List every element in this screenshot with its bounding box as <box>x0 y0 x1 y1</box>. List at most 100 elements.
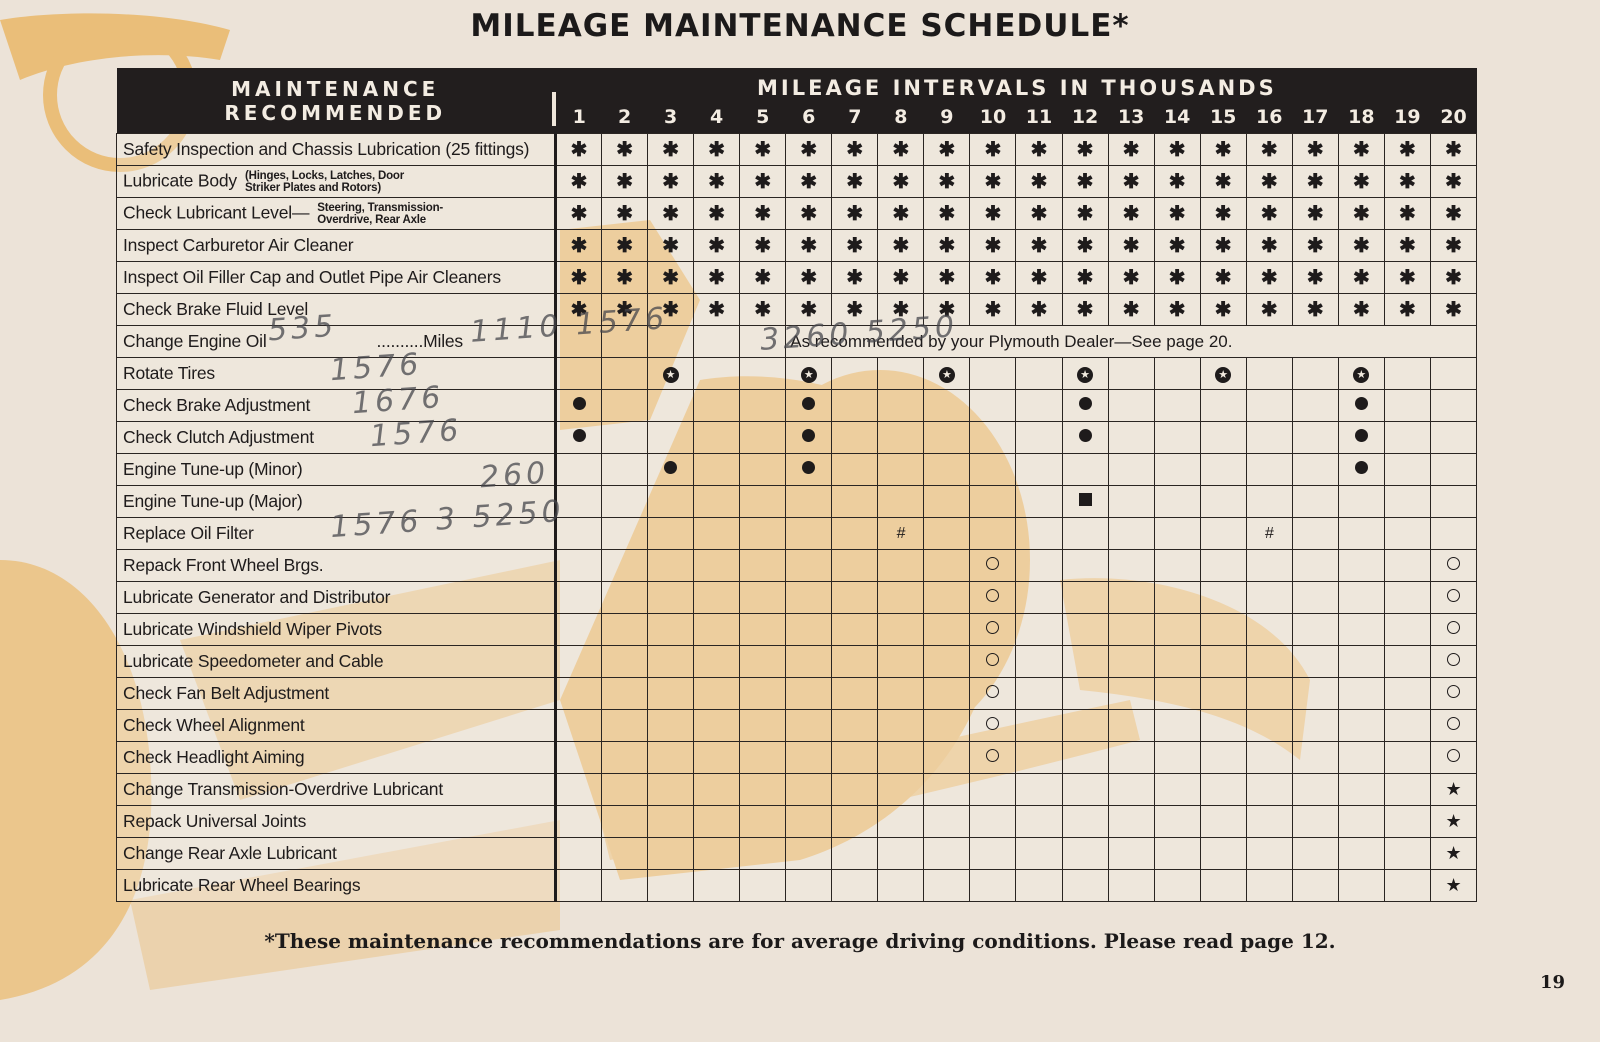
interval-cell <box>1199 837 1247 870</box>
asterisk-icon: ✱ <box>1076 267 1094 289</box>
interval-cell <box>1383 677 1431 710</box>
item-name: Check Brake Adjustment <box>123 395 311 415</box>
asterisk-icon: ✱ <box>1352 235 1370 257</box>
asterisk-icon: ✱ <box>1352 139 1370 161</box>
interval-cell <box>923 613 971 646</box>
table-row: Check Fan Belt Adjustment <box>116 677 1478 710</box>
maintenance-item-label: Inspect Oil Filler Cap and Outlet Pipe A… <box>116 261 557 294</box>
interval-cell <box>1153 581 1201 614</box>
interval-cell <box>1199 581 1247 614</box>
interval-column-header: 5 <box>739 100 786 134</box>
filled-dot-icon <box>1354 429 1368 442</box>
interval-cell <box>1429 741 1478 774</box>
table-row: Repack Universal Joints ★ <box>116 805 1478 838</box>
asterisk-icon: ✱ <box>1030 139 1048 161</box>
interval-cell <box>1199 773 1247 806</box>
maintenance-item-label: Check Brake Adjustment <box>116 389 557 422</box>
interval-cell <box>1061 645 1109 678</box>
asterisk-icon: ✱ <box>800 203 818 225</box>
interval-cell <box>1015 773 1063 806</box>
table-row: Check Brake Adjustment <box>116 389 1478 422</box>
interval-cell <box>1429 517 1478 550</box>
asterisk-icon: ✱ <box>1122 235 1140 257</box>
interval-column-header: 2 <box>601 100 648 134</box>
asterisk-icon: ✱ <box>1445 299 1462 321</box>
interval-cell <box>601 837 649 870</box>
asterisk-icon: ✱ <box>1214 203 1232 225</box>
asterisk-icon: ✱ <box>570 203 588 225</box>
asterisk-icon: ✱ <box>1352 203 1370 225</box>
interval-cell <box>693 485 741 518</box>
interval-cell: ✱ <box>785 229 833 262</box>
interval-column-header: 8 <box>877 100 924 134</box>
asterisk-icon: ✱ <box>892 267 910 289</box>
interval-cell <box>1061 613 1109 646</box>
interval-cell <box>693 421 741 454</box>
interval-cell: ★ <box>1429 837 1478 870</box>
interval-cell: ✱ <box>1061 229 1109 262</box>
interval-cell <box>554 421 603 454</box>
table-row: Inspect Oil Filler Cap and Outlet Pipe A… <box>116 261 1478 294</box>
asterisk-icon: ✱ <box>1445 267 1462 289</box>
interval-cell <box>739 613 787 646</box>
interval-cell <box>1107 485 1155 518</box>
interval-cell: ✱ <box>923 229 971 262</box>
asterisk-icon: ✱ <box>1030 235 1048 257</box>
asterisk-icon: ✱ <box>1168 171 1186 193</box>
interval-cell: ✱ <box>1245 261 1293 294</box>
interval-cell: ★ <box>785 357 833 390</box>
interval-cell <box>969 741 1017 774</box>
interval-cell: ✱ <box>554 261 603 294</box>
asterisk-icon: ✱ <box>984 203 1002 225</box>
interval-cell <box>1291 709 1339 742</box>
interval-cell <box>1245 773 1293 806</box>
interval-cell <box>554 645 603 678</box>
interval-cell <box>1337 645 1385 678</box>
asterisk-icon: ✱ <box>1168 235 1186 257</box>
interval-column-header: 15 <box>1200 100 1247 134</box>
interval-cell <box>693 517 741 550</box>
interval-cell <box>647 517 695 550</box>
asterisk-icon: ✱ <box>754 299 772 321</box>
header-divider <box>552 92 556 126</box>
interval-cell <box>1107 453 1155 486</box>
maintenance-item-label: Check Clutch Adjustment <box>116 421 557 454</box>
asterisk-icon: ✱ <box>800 235 818 257</box>
interval-cell <box>693 613 741 646</box>
interval-cell <box>647 485 695 518</box>
interval-cell <box>1291 741 1339 774</box>
interval-cell <box>601 485 649 518</box>
asterisk-icon: ✱ <box>662 203 679 225</box>
asterisk-icon: ✱ <box>984 299 1002 321</box>
interval-cell: ✱ <box>1337 165 1385 198</box>
star-icon: ★ <box>1445 779 1462 799</box>
interval-cell <box>1383 805 1431 838</box>
interval-cell <box>1015 453 1063 486</box>
interval-column-header: 6 <box>785 100 832 134</box>
interval-cell <box>1245 421 1293 454</box>
item-detail: Steering, Transmission- Overdrive, Rear A… <box>317 202 443 226</box>
interval-cell <box>785 677 833 710</box>
interval-cell <box>785 645 833 678</box>
interval-cell: ✱ <box>1107 293 1155 326</box>
interval-column-header: 7 <box>831 100 878 134</box>
interval-cell <box>693 389 741 422</box>
interval-cell <box>1383 517 1431 550</box>
interval-cell: ✱ <box>877 229 925 262</box>
interval-cell: # <box>1245 517 1293 550</box>
open-circle-icon <box>986 717 1000 730</box>
interval-cell <box>1337 517 1385 550</box>
interval-cell <box>923 453 971 486</box>
interval-cell: ✱ <box>1015 197 1063 230</box>
asterisk-icon: ✱ <box>1352 171 1370 193</box>
table-row: Lubricate Windshield Wiper Pivots <box>116 613 1478 646</box>
interval-cell <box>1245 485 1293 518</box>
interval-cell <box>1061 709 1109 742</box>
interval-cell <box>1153 517 1201 550</box>
interval-column-header: 14 <box>1154 100 1201 134</box>
interval-cell: ✱ <box>647 133 695 166</box>
interval-cell: ✱ <box>1429 165 1478 198</box>
interval-cell <box>785 549 833 582</box>
interval-cell: ✱ <box>1061 261 1109 294</box>
interval-cell <box>601 581 649 614</box>
